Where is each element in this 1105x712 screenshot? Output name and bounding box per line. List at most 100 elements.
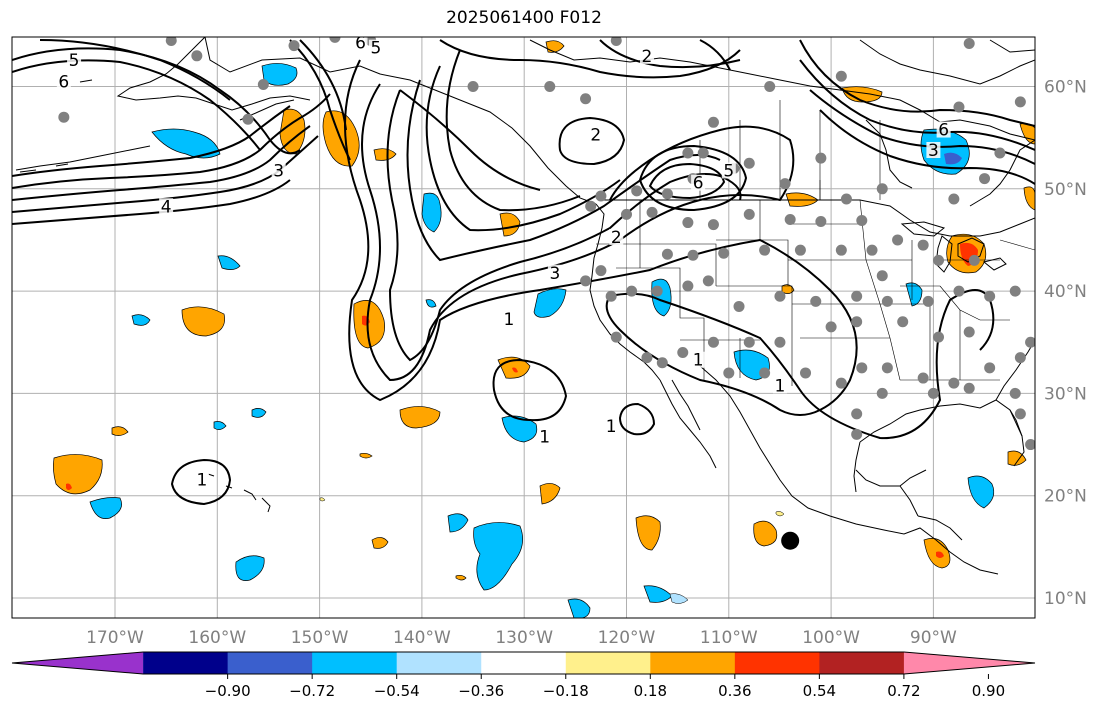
station-dot (1009, 387, 1021, 399)
station-dot (953, 101, 965, 113)
station-dot (774, 336, 786, 348)
station-dot (646, 206, 658, 218)
contour-label: 1 (775, 376, 786, 396)
latitude-tick-label: 40°N (1044, 282, 1087, 302)
contour-label-bg (609, 228, 624, 245)
contour-label-bg (67, 51, 82, 68)
station-dot (1014, 96, 1026, 108)
colorbar-tick-label: −0.36 (458, 682, 504, 700)
station-dot (580, 275, 592, 287)
longitude-tick-label: 120°W (598, 628, 656, 648)
station-dot (621, 208, 632, 220)
station-dot (759, 367, 771, 379)
station-dot (687, 249, 699, 261)
colorbar-extend-high (903, 652, 1035, 674)
station-dot (759, 244, 771, 256)
contour-label: 1 (197, 470, 208, 490)
contour-label: 5 (69, 51, 80, 71)
longitude-tick-label: 130°W (495, 628, 553, 648)
contour-label: 2 (590, 126, 601, 146)
colorbar-segment (650, 652, 736, 674)
longitude-tick-label: 100°W (802, 628, 860, 648)
colorbar-segment (565, 652, 651, 674)
station-dot (329, 37, 341, 43)
contour-label: 4 (161, 197, 172, 217)
longitude-tick-label: 140°W (393, 628, 451, 648)
contour-label: 6 (693, 174, 704, 194)
highlight-marker (781, 531, 800, 550)
station-dot (933, 331, 945, 343)
map-frame (11, 36, 1036, 619)
station-dot (661, 248, 673, 260)
station-dot (856, 362, 868, 374)
station-dot (605, 290, 617, 302)
station-dot (876, 387, 888, 399)
colorbar-tick-label: 0.18 (634, 682, 667, 700)
contour-label: 3 (273, 161, 284, 181)
contour-label-bg (604, 418, 619, 435)
station-dot (774, 290, 786, 302)
station-dot (876, 183, 888, 195)
colorbar-tick-label: 0.54 (803, 682, 836, 700)
station-dot (661, 188, 673, 200)
contour-label: 6 (938, 121, 949, 141)
station-dot (963, 38, 975, 50)
colorbar-tick-label: −0.18 (543, 682, 589, 700)
station-dot (922, 295, 934, 307)
contour-label: 6 (355, 34, 366, 54)
station-dot (994, 147, 1006, 159)
station-dot (1025, 439, 1035, 451)
station-dot (641, 352, 653, 364)
colorbar-segment (734, 652, 820, 674)
station-dot (979, 173, 991, 185)
station-dot (764, 81, 776, 92)
station-dot (876, 270, 888, 282)
latitude-tick-label: 10°N (1044, 589, 1087, 609)
station-dot (984, 290, 996, 302)
station-dot (917, 239, 929, 251)
station-dot (58, 111, 70, 123)
station-dot (835, 244, 847, 256)
contour-lines (12, 39, 1035, 506)
colorbar-tick-label: 0.36 (718, 682, 751, 700)
contour-label-bg (194, 471, 209, 488)
latitude-tick-label: 50°N (1044, 180, 1087, 200)
station-dot (585, 200, 597, 212)
station-dot (835, 70, 847, 82)
station-dot (881, 362, 893, 374)
station-dot (677, 346, 689, 358)
colorbar-tick-label: 0.90 (972, 682, 1005, 700)
colorbar-extend-low (12, 652, 144, 674)
contour-label-bg (501, 310, 516, 327)
station-dot (682, 280, 694, 292)
station-dot (165, 37, 177, 46)
station-dot (948, 193, 960, 205)
station-dot (288, 40, 300, 52)
longitude-tick-label: 150°W (291, 628, 349, 648)
contour-label: 3 (928, 141, 939, 161)
station-dot (1014, 352, 1026, 364)
graticule (12, 37, 1035, 618)
colorbar-segment (819, 652, 905, 674)
contour-label: 5 (370, 39, 381, 59)
contour-label-bg (936, 121, 951, 138)
contour-label-bg (368, 39, 383, 56)
station-dot (743, 157, 755, 169)
station-dot (927, 387, 939, 399)
station-dot (815, 152, 827, 164)
station-dot (467, 81, 479, 92)
station-dot (707, 116, 719, 128)
longitude-tick-label: 160°W (188, 628, 246, 648)
colorbar: −0.90 −0.72 −0.54 −0.36 −0.18 0.18 0.36 0.54 0.7… (11, 651, 1036, 700)
latitude-tick-label: 20°N (1044, 487, 1087, 507)
colorbar-segment (481, 652, 567, 674)
contour-label: 2 (611, 228, 622, 248)
longitude-tick-label: 90°W (910, 628, 957, 648)
station-dot (963, 326, 975, 338)
station-dot (702, 275, 714, 287)
station-dot (794, 244, 806, 256)
contour-label-bg (56, 73, 71, 90)
station-dot (595, 190, 607, 202)
